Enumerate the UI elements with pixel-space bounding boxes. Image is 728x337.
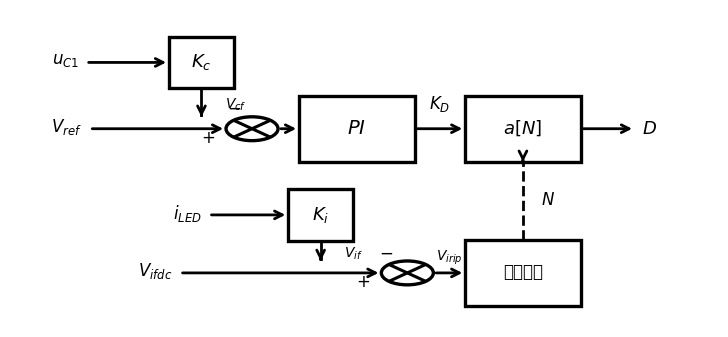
Text: $D$: $D$: [642, 120, 657, 138]
Text: $V_{ifdc}$: $V_{ifdc}$: [138, 261, 173, 281]
Bar: [465, 96, 581, 162]
Circle shape: [226, 117, 278, 141]
Text: 相位检测: 相位检测: [503, 265, 543, 281]
Bar: [299, 96, 414, 162]
Text: $a[N]$: $a[N]$: [504, 119, 542, 139]
Text: $+$: $+$: [356, 274, 371, 291]
Text: $+$: $+$: [201, 129, 215, 147]
Bar: [288, 189, 353, 241]
Bar: [169, 37, 234, 88]
Text: $K_c$: $K_c$: [191, 53, 212, 72]
Text: $PI$: $PI$: [347, 120, 366, 138]
Text: $-$: $-$: [227, 100, 241, 117]
Text: $V_{if}$: $V_{if}$: [344, 245, 363, 262]
Text: $-$: $-$: [379, 244, 392, 261]
Text: $i_{LED}$: $i_{LED}$: [173, 203, 202, 224]
Text: $u_{C1}$: $u_{C1}$: [52, 52, 79, 69]
Text: $K_D$: $K_D$: [430, 94, 451, 114]
Text: $N$: $N$: [541, 192, 555, 209]
Text: $V_{cf}$: $V_{cf}$: [224, 97, 246, 113]
Text: $V_{ref}$: $V_{ref}$: [52, 117, 82, 137]
Text: $V_{irip}$: $V_{irip}$: [436, 249, 462, 267]
Text: $K_i$: $K_i$: [312, 205, 329, 225]
Bar: [465, 240, 581, 306]
Circle shape: [381, 261, 433, 285]
